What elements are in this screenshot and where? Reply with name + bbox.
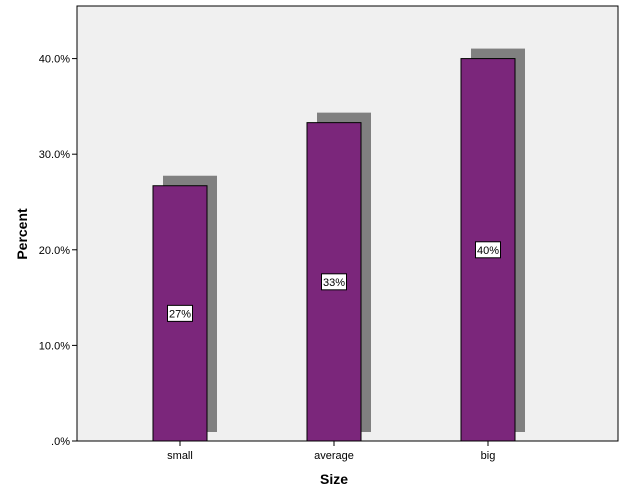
y-axis-title: Percent [14, 208, 30, 260]
y-tick-label: .0% [51, 436, 70, 448]
data-label-box [167, 304, 193, 322]
x-tick-label: big [481, 450, 496, 462]
data-label: 33% [323, 277, 345, 289]
bars-layer: 27% 33% 40% [152, 48, 525, 442]
x-axis-title: Size [320, 471, 348, 487]
y-axis: .0% 10.0% 20.0% 30.0% 40.0% [39, 54, 77, 448]
data-label: 40% [477, 245, 499, 257]
data-label-box [321, 273, 347, 291]
x-axis: small average big [167, 441, 495, 462]
x-tick-label: small [167, 450, 193, 462]
data-label: 27% [169, 308, 191, 320]
data-label-box [475, 241, 501, 259]
x-tick-label: average [314, 450, 354, 462]
y-tick-label: 40.0% [39, 54, 70, 66]
y-tick-label: 20.0% [39, 245, 70, 257]
y-tick-label: 10.0% [39, 340, 70, 352]
y-tick-label: 30.0% [39, 149, 70, 161]
